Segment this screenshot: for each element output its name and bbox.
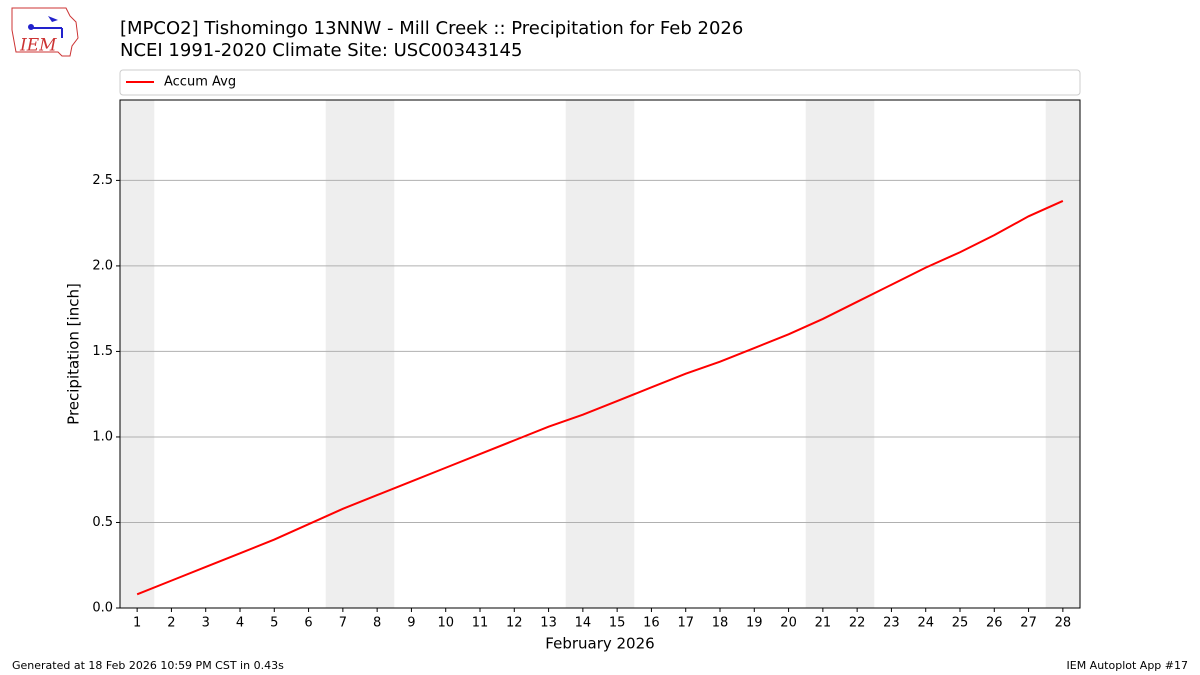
x-tick-label: 14 [575, 616, 592, 631]
weekend-span [1045, 100, 1080, 608]
x-axis-label: February 2026 [545, 635, 654, 653]
legend-box [119, 69, 1081, 96]
x-tick-label: 4 [236, 616, 244, 631]
weekend-span [565, 100, 635, 608]
footer-left: Generated at 18 Feb 2026 10:59 PM CST in… [12, 659, 284, 672]
x-tick-label: 15 [609, 616, 626, 631]
logo-text: IEM [19, 36, 57, 56]
y-tick-label: 1.0 [92, 429, 113, 444]
x-tick-label: 8 [373, 616, 381, 631]
x-tick-label: 5 [270, 616, 278, 631]
x-tick-label: 1 [133, 616, 141, 631]
y-tick-label: 1.5 [92, 344, 113, 359]
x-tick-label: 24 [917, 616, 934, 631]
x-tick-label: 26 [986, 616, 1003, 631]
x-tick-label: 9 [407, 616, 415, 631]
plot-frame [119, 99, 1081, 609]
weekend-span [120, 100, 155, 608]
footer-right: IEM Autoplot App #17 [1067, 659, 1189, 672]
x-tick-label: 25 [952, 616, 969, 631]
y-axis-label: Precipitation [inch] [65, 283, 83, 425]
x-tick-label: 27 [1020, 616, 1037, 631]
y-tick-label: 2.0 [92, 258, 113, 273]
x-tick-label: 2 [167, 616, 175, 631]
legend-label: Accum Avg [164, 75, 236, 90]
x-tick-label: 3 [202, 616, 210, 631]
chart-title: [MPCO2] Tishomingo 13NNW - Mill Creek ::… [120, 18, 743, 39]
weekend-span [325, 100, 395, 608]
x-tick-label: 22 [849, 616, 866, 631]
x-tick-label: 20 [780, 616, 797, 631]
chart-subtitle: NCEI 1991-2020 Climate Site: USC00343145 [120, 40, 522, 61]
x-tick-label: 17 [677, 616, 694, 631]
weekend-span [805, 100, 875, 608]
x-tick-label: 7 [339, 616, 347, 631]
x-tick-label: 16 [643, 616, 660, 631]
x-tick-label: 6 [304, 616, 312, 631]
data-line [136, 200, 1064, 596]
y-tick-label: 2.5 [92, 173, 113, 188]
y-tick-label: 0.5 [92, 515, 113, 530]
x-tick-label: 12 [506, 616, 523, 631]
x-tick-label: 23 [883, 616, 900, 631]
logo: IEM [11, 7, 79, 57]
y-tick-label: 0.0 [92, 601, 113, 616]
x-tick-label: 10 [437, 616, 454, 631]
x-tick-label: 19 [746, 616, 763, 631]
x-tick-label: 11 [472, 616, 489, 631]
x-tick-label: 13 [540, 616, 557, 631]
x-tick-label: 28 [1055, 616, 1072, 631]
x-tick-label: 21 [815, 616, 832, 631]
x-tick-label: 18 [712, 616, 729, 631]
